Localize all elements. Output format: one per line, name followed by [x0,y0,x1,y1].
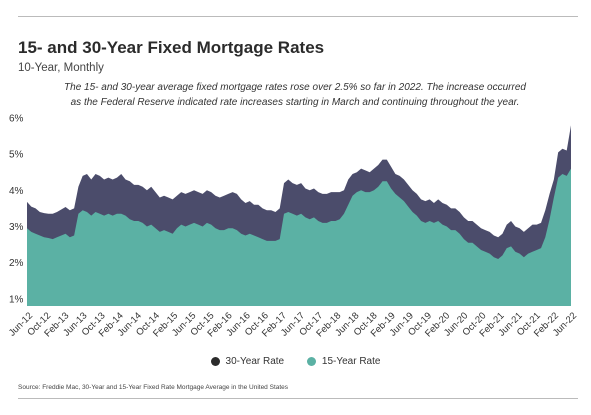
legend-label-15-year: 15-Year Rate [321,356,381,367]
top-divider [18,16,578,17]
y-tick-label: 2% [9,258,24,269]
area-series-15-year [27,168,571,306]
y-tick-label: 3% [9,222,24,233]
chart-title: 15- and 30-Year Fixed Mortgage Rates [18,38,325,57]
legend-label-30-year: 30-Year Rate [225,356,285,367]
y-tick-label: 1% [9,294,24,305]
legend-swatch-15-year [306,357,316,366]
legend-item-15-year: 15-Year Rate [306,356,381,367]
chart-description: The 15- and 30-year average fixed mortga… [64,82,526,108]
bottom-divider [18,398,578,399]
legend-item-30-year: 30-Year Rate [210,356,285,367]
y-tick-label: 6% [9,114,24,125]
y-tick-label: 5% [9,150,24,161]
y-tick-label: 4% [9,186,24,197]
legend-swatch-30-year [210,357,220,366]
source-note: Source: Freddie Mac, 30-Year and 15-Year… [18,384,289,391]
chart-subtitle: 10-Year, Monthly [18,62,104,74]
chart-legend: 30-Year Rate 15-Year Rate [0,356,591,369]
